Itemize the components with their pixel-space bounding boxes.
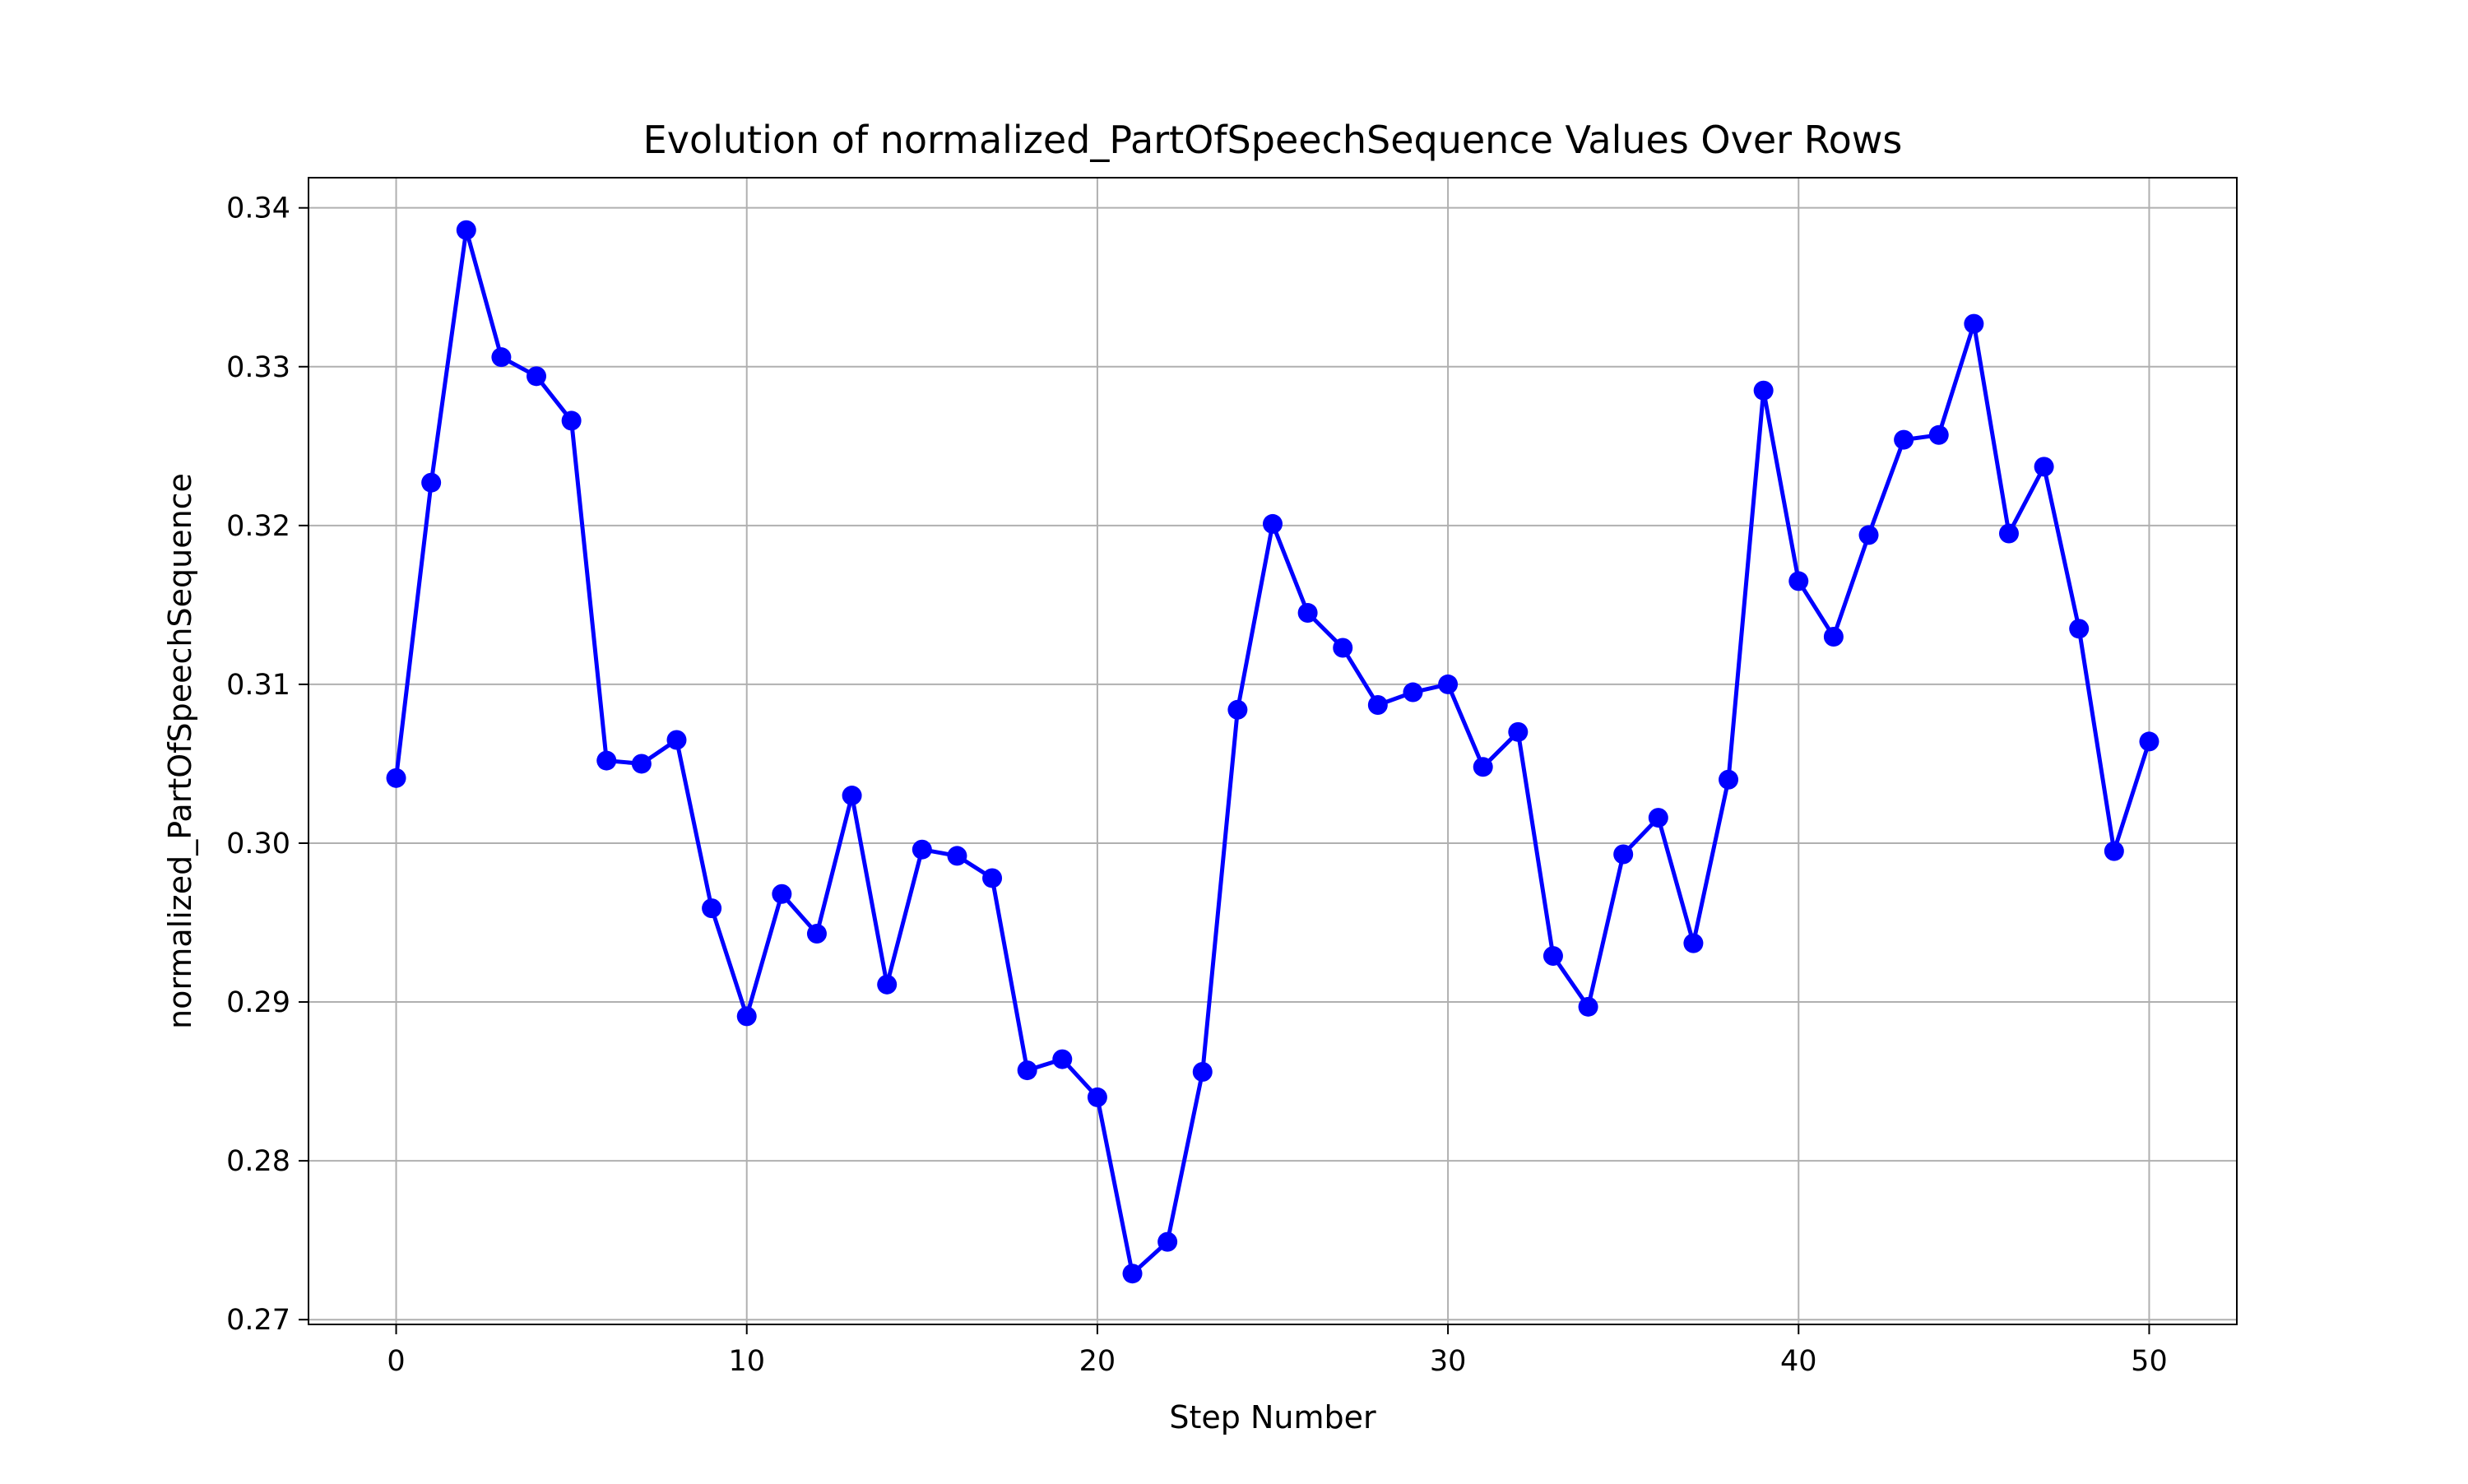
chart-title: Evolution of normalized_PartOfSpeechSequ…	[643, 118, 1903, 162]
data-point	[1403, 682, 1423, 703]
data-point	[1648, 808, 1668, 828]
x-tick-label: 10	[728, 1345, 765, 1378]
y-tick-label: 0.29	[226, 986, 290, 1019]
data-point	[1788, 571, 1809, 591]
data-point	[1263, 513, 1283, 534]
data-point	[596, 750, 617, 771]
y-tick-label: 0.34	[226, 192, 290, 225]
data-point	[1613, 844, 1634, 865]
x-tick-label: 30	[1430, 1345, 1467, 1378]
data-point	[1438, 674, 1459, 694]
data-point	[1157, 1231, 1178, 1252]
data-point	[806, 924, 827, 944]
data-point	[2034, 457, 2054, 477]
data-point	[491, 347, 512, 368]
data-point	[1753, 380, 1774, 401]
y-tick-label: 0.32	[226, 510, 290, 543]
data-point	[1508, 721, 1529, 742]
data-point	[421, 472, 442, 493]
data-point	[1087, 1087, 1107, 1107]
data-point	[1017, 1060, 1037, 1081]
data-point	[877, 974, 898, 995]
data-point	[1367, 695, 1388, 716]
data-point	[631, 754, 652, 774]
data-point	[666, 730, 687, 750]
data-point	[1227, 699, 1248, 720]
y-tick-label: 0.33	[226, 351, 290, 384]
x-tick-label: 40	[1780, 1345, 1817, 1378]
data-point	[1473, 757, 1493, 777]
data-point	[1823, 626, 1844, 647]
y-tick-label: 0.31	[226, 669, 290, 702]
data-point	[1297, 603, 1318, 624]
data-point	[1683, 933, 1704, 953]
data-point	[527, 366, 547, 387]
data-point	[456, 220, 476, 240]
data-point	[1894, 429, 1914, 450]
data-point	[386, 768, 406, 788]
data-point	[912, 839, 932, 860]
data-point	[1998, 523, 2019, 544]
data-point	[702, 898, 722, 919]
plot-frame	[308, 177, 2238, 1325]
x-tick-label: 0	[387, 1345, 405, 1378]
x-tick-label: 50	[2131, 1345, 2168, 1378]
y-tick-label: 0.28	[226, 1145, 290, 1178]
grid-lines	[308, 178, 2237, 1324]
data-point	[561, 410, 582, 431]
data-point	[2139, 731, 2160, 752]
data-point	[1578, 996, 1598, 1017]
data-point	[1192, 1062, 1213, 1083]
data-point	[772, 883, 792, 904]
data-point	[982, 868, 1003, 888]
data-point	[1333, 638, 1353, 658]
data-point	[1542, 946, 1563, 967]
data-point	[947, 846, 967, 866]
data-point	[1122, 1264, 1143, 1284]
y-tick-label: 0.30	[226, 828, 290, 860]
x-axis-label: Step Number	[1169, 1399, 1376, 1435]
data-point	[2069, 619, 2090, 639]
data-point	[1052, 1049, 1073, 1069]
y-tick-label: 0.27	[226, 1304, 290, 1337]
y-axis-label: normalized_PartOfSpeechSequence	[162, 473, 198, 1029]
series-layer	[386, 220, 2160, 1284]
data-point	[1928, 424, 1949, 445]
data-point	[842, 786, 862, 806]
x-tick-label: 20	[1079, 1345, 1116, 1378]
data-point	[2104, 841, 2124, 861]
data-point	[1858, 525, 1879, 545]
data-point	[736, 1006, 757, 1027]
data-point	[1964, 313, 1984, 334]
axis-ticks: 0 10 20 30 40 50 0.27 0.28 0.29 0.30 0.31 0.32 0.33 0…	[226, 192, 2168, 1378]
plot-background	[308, 178, 2237, 1324]
data-point	[1719, 769, 1739, 790]
